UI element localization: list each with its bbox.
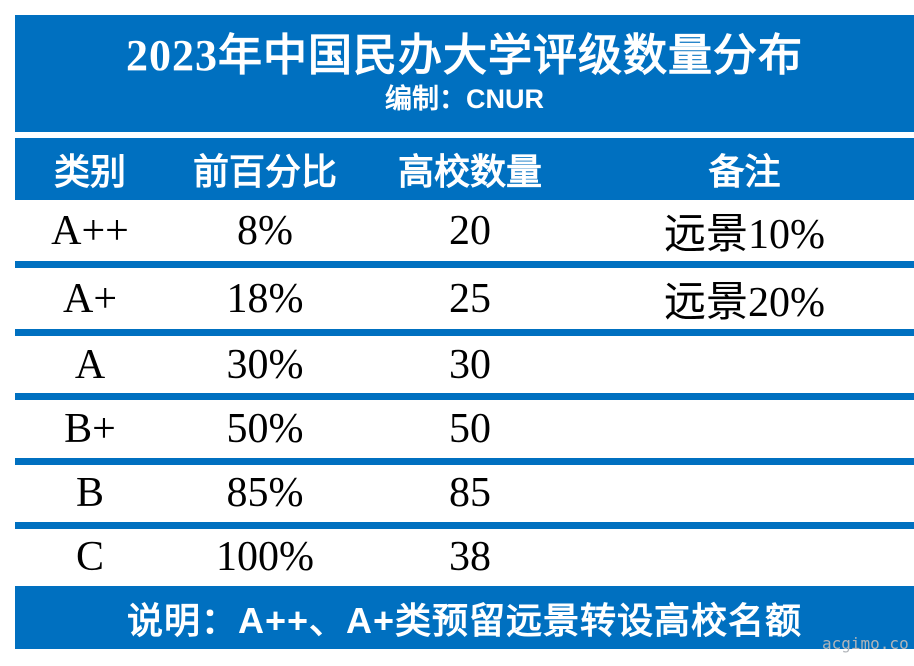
cell-count: 30 bbox=[449, 341, 491, 388]
table-row-c: C 100% 38 bbox=[15, 528, 914, 586]
cell-note: 远景20% bbox=[664, 280, 825, 326]
cell-category: B bbox=[75, 470, 104, 517]
cell-count: 20 bbox=[449, 207, 491, 254]
row-separator bbox=[15, 521, 914, 529]
cell-percentile: 8% bbox=[237, 207, 293, 254]
title-header-divider bbox=[15, 132, 914, 138]
cell-percentile: 85% bbox=[226, 470, 304, 517]
cell-category: A++ bbox=[51, 207, 129, 254]
table-row-a-plus: A+ 18% 25 远景20% bbox=[15, 268, 914, 329]
cell-category: A+ bbox=[62, 275, 118, 322]
table-row-a-plus-plus: A++ 8% 20 远景10% bbox=[15, 200, 914, 261]
column-header-count: 高校数量 bbox=[397, 151, 542, 192]
table-row-b: B 85% 85 bbox=[15, 464, 914, 522]
page-title: 2023年中国民办大学评级数量分布 bbox=[126, 31, 803, 81]
row-separator bbox=[15, 393, 914, 401]
table-row-b-plus: B+ 50% 50 bbox=[15, 400, 914, 458]
cell-count: 25 bbox=[449, 275, 491, 322]
column-header-percentile: 前百分比 bbox=[192, 151, 337, 192]
table-header-row: 类别 前百分比 高校数量 备注 bbox=[15, 138, 914, 200]
cell-category: C bbox=[75, 534, 104, 581]
table-body: A++ 8% 20 远景10% A+ 18% 25 远景20% A 30% 30 bbox=[15, 200, 914, 586]
table-row-a: A 30% 30 bbox=[15, 336, 914, 394]
cell-count: 50 bbox=[449, 405, 491, 452]
compiler-subtitle: 编制：CNUR bbox=[385, 83, 544, 114]
cell-percentile: 100% bbox=[216, 534, 314, 581]
column-header-category: 类别 bbox=[53, 151, 126, 192]
cell-percentile: 50% bbox=[226, 405, 304, 452]
cell-count: 38 bbox=[449, 534, 491, 581]
cell-category: B+ bbox=[64, 405, 116, 452]
title-bar: 2023年中国民办大学评级数量分布 编制：CNUR bbox=[15, 15, 914, 132]
cell-category: A bbox=[74, 341, 106, 388]
watermark: acgimo.co bbox=[822, 634, 909, 653]
row-separator bbox=[15, 457, 914, 465]
table-panel: 2023年中国民办大学评级数量分布 编制：CNUR 类别 前百分比 高校数量 备… bbox=[15, 15, 914, 649]
footer-note-text: 说明：A++、A+类预留远景转设高校名额 bbox=[126, 599, 803, 641]
row-separator bbox=[15, 261, 914, 268]
cell-percentile: 18% bbox=[226, 275, 304, 322]
cell-percentile: 30% bbox=[226, 341, 304, 388]
cell-note: 远景10% bbox=[664, 212, 825, 258]
column-header-note: 备注 bbox=[708, 151, 781, 192]
footer-note-bar: 说明：A++、A+类预留远景转设高校名额 bbox=[15, 586, 914, 649]
cell-count: 85 bbox=[449, 470, 491, 517]
row-separator bbox=[15, 329, 914, 336]
